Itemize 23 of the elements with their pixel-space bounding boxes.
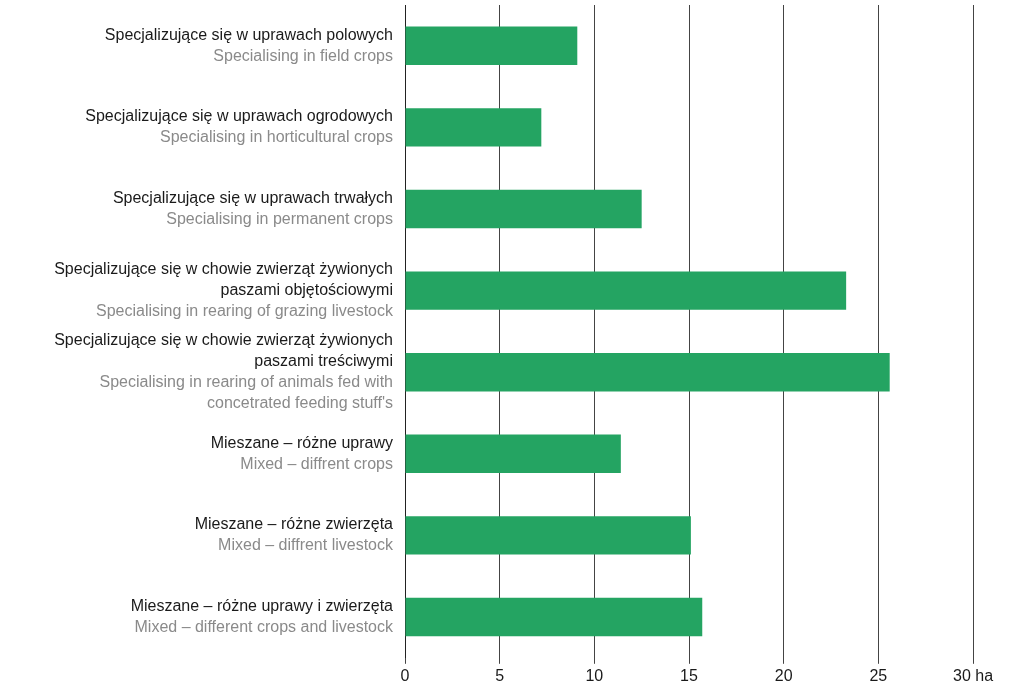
y-tick-label: Specjalizujące się w uprawach polowych Specialising in field crops: [104, 25, 393, 64]
bar: [405, 108, 542, 147]
x-tick-label: 30 ha: [952, 666, 994, 684]
x-tick-label: 0: [400, 666, 410, 684]
bar: [405, 26, 578, 65]
bar: [405, 597, 703, 637]
x-tick-label: 5: [495, 666, 505, 684]
y-tick-label: Mieszane – różne zwierzęta Mixed – diffrent livestock: [194, 515, 394, 554]
y-tick-label: Mieszane – różne uprawy Mixed – diffrent crops: [210, 433, 393, 472]
x-tick-label: 10: [585, 666, 604, 684]
y-tick-label: Specjalizujące się w chowie zwierząt żywionych paszami objętościowymi Specialising in rearing of grazing livestock: [54, 260, 394, 320]
y-tick-label: Mieszane – różne uprawy i zwierzęta Mixed – different crops and livestock: [130, 596, 394, 635]
bar: [405, 434, 621, 473]
y-tick-label: Specjalizujące się w uprawach trwałych Specialising in permanent crops: [112, 188, 393, 227]
y-tick-label: Specjalizujące się w uprawach ogrodowych Specialising in horticultural crops: [85, 107, 393, 146]
x-tick-label: 20: [774, 666, 793, 684]
x-tick-label: 15: [680, 666, 698, 684]
y-tick-label: Specjalizujące się w chowie zwierząt żywionych paszami treściwymi Specialising in rearing of animals fed with concetrated feeding stuff's: [54, 331, 393, 412]
bar: [405, 189, 642, 229]
bar: [405, 353, 890, 392]
bar: [405, 516, 691, 555]
x-tick-label: 25: [869, 666, 888, 684]
bar: [405, 271, 847, 310]
